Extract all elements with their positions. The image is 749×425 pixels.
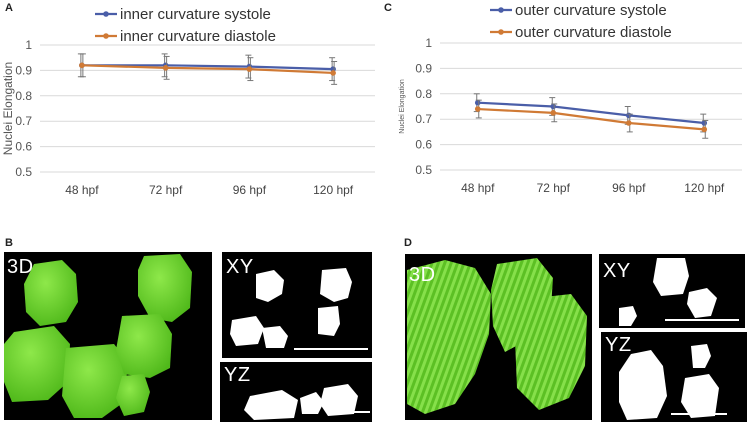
image-d-yz-projection: YZ — [601, 332, 747, 422]
data-point — [701, 126, 708, 133]
y-axis-label: Nuclei Elongation — [399, 79, 406, 134]
y-tick-label: 0.5 — [15, 165, 32, 179]
panel-label-c: C — [384, 2, 392, 14]
image-b-yz-projection: YZ — [220, 362, 372, 422]
chart-outer-curvature: 0.5 0.6 0.7 0.8 0.9 1 48 hpf 72 hpf 96 hpf 120 hp… — [399, 2, 742, 195]
series-line — [477, 101, 705, 125]
legend-entry: outer curvature diastole — [515, 24, 672, 41]
data-point — [79, 62, 85, 69]
x-tick-label: 48 hpf — [461, 181, 495, 195]
y-tick-label: 0.5 — [415, 163, 432, 177]
mask-xy-d — [619, 258, 739, 326]
data-point — [474, 106, 481, 112]
x-tick-label: 96 hpf — [612, 181, 646, 195]
x-tick-label: 120 hpf — [313, 183, 354, 197]
y-tick-label: 0.8 — [15, 89, 32, 103]
image-b-xy-projection: XY — [222, 252, 372, 358]
panel-label-b: B — [5, 237, 13, 249]
data-point — [474, 99, 481, 106]
legend-entry: inner curvature systole — [120, 6, 271, 23]
image-label-b-xy: XY — [226, 256, 254, 278]
y-tick-label: 0.6 — [415, 138, 432, 152]
data-point — [162, 65, 169, 71]
data-point — [550, 110, 557, 116]
image-d-xy-projection: XY — [599, 254, 745, 328]
legend-marker — [103, 11, 109, 17]
y-tick-label: 1 — [425, 36, 432, 50]
image-label-d-yz: YZ — [605, 334, 632, 356]
data-point — [550, 103, 557, 110]
series-line — [81, 64, 334, 75]
legend-marker — [498, 29, 504, 35]
x-tick-label: 120 hpf — [684, 181, 725, 195]
x-tick-label: 96 hpf — [233, 183, 267, 197]
mask-yz-b — [244, 384, 370, 420]
image-b-3d-render: 3D — [4, 252, 212, 420]
legend-marker — [498, 7, 504, 13]
y-tick-label: 0.8 — [415, 87, 432, 101]
y-tick-label: 0.9 — [415, 61, 432, 75]
panel-label-a: A — [5, 2, 13, 14]
nuclei-3d-render-b — [4, 254, 192, 418]
y-tick-label: 0.6 — [15, 140, 32, 154]
data-point — [625, 112, 632, 119]
data-point — [701, 120, 708, 126]
y-tick-label: 0.9 — [15, 63, 32, 77]
x-tick-label: 72 hpf — [537, 181, 571, 195]
image-label-d-xy: XY — [603, 260, 631, 282]
legend-entry: outer curvature systole — [515, 2, 667, 19]
panel-label-d: D — [404, 237, 412, 249]
legend-marker — [103, 33, 109, 39]
y-tick-label: 1 — [25, 38, 32, 52]
data-point — [625, 120, 632, 126]
x-tick-label: 48 hpf — [65, 183, 99, 197]
legend-entry: inner curvature diastole — [120, 28, 276, 45]
chart-inner-curvature: 0.5 0.6 0.7 0.8 0.9 1 48 hpf 72 hpf 96 hpf 120 hp… — [1, 6, 375, 197]
data-point — [330, 70, 336, 76]
y-tick-label: 0.7 — [415, 112, 432, 126]
x-tick-label: 72 hpf — [149, 183, 183, 197]
y-axis-label: Nuclei Elongation — [1, 62, 15, 155]
data-point — [246, 66, 253, 72]
nuclei-3d-render-d — [407, 258, 587, 414]
mask-yz-d — [619, 344, 727, 420]
image-label-b-3d: 3D — [7, 256, 34, 278]
mask-xy-b — [230, 268, 368, 350]
y-tick-label: 0.7 — [15, 114, 32, 128]
image-label-d-3d: 3D — [409, 264, 436, 286]
series-line — [81, 64, 334, 71]
series-line — [477, 107, 705, 131]
image-d-3d-render: 3D — [405, 254, 592, 420]
image-label-b-yz: YZ — [224, 364, 251, 386]
